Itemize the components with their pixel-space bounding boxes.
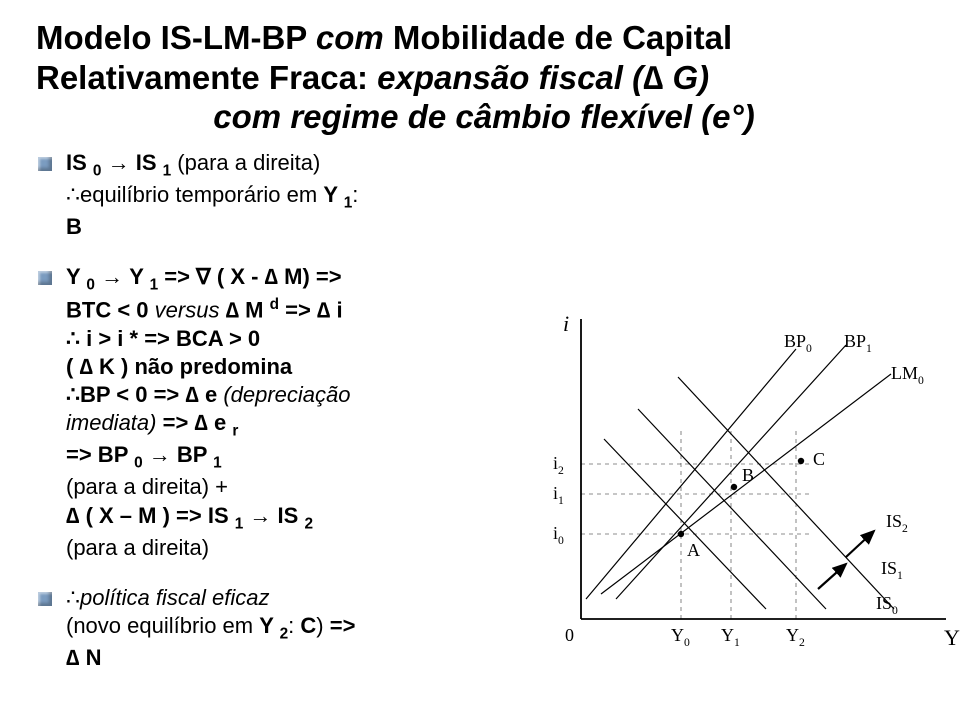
b2-arrow: → (95, 264, 129, 289)
b2-imed: imediata) (66, 410, 156, 435)
b2-l5: ∴BP < 0 => ∆ e (depreciação (66, 381, 506, 409)
b3-colon: : (288, 613, 300, 638)
b2-supd: d (270, 296, 279, 313)
b3-s2: 2 (280, 625, 289, 642)
b1-Y: Y (323, 182, 343, 207)
b2-bp1: BP (177, 442, 213, 467)
title-post: Mobilidade de Capital (393, 19, 732, 56)
b2-arrow3: → (243, 503, 277, 528)
b2-s1: 1 (150, 277, 159, 294)
b1-IS: IS (66, 150, 93, 175)
b1-sub1b: 1 (344, 194, 353, 211)
is-lm-bp-chart: iY0LM0BP0BP1IS0IS1IS2i0i1i2Y0Y1Y2ABC (546, 309, 960, 669)
title3-e: e° (712, 98, 744, 135)
b3-novo: (novo equilíbrio em (66, 613, 259, 638)
svg-text:A: A (687, 540, 700, 560)
b2-s2: 2 (304, 515, 313, 532)
b3-therefore: ∴ (66, 585, 80, 610)
b3-eff: política fiscal eficaz (80, 585, 270, 610)
svg-text:BP1: BP1 (844, 331, 872, 355)
b2-dxm: ∆ ( X – M ) => IS (66, 503, 235, 528)
svg-text:C: C (813, 449, 825, 469)
svg-text:i0: i0 (553, 523, 564, 547)
b2-de: => ∆ e (156, 410, 232, 435)
title2-close: ) (698, 59, 709, 96)
b2-l3: ∴ i > i * => BCA > 0 (66, 325, 506, 353)
title-pre: Modelo IS-LM-BP (36, 19, 316, 56)
b1-line2: ∴equilíbrio temporário em Y 1: (66, 181, 506, 213)
svg-text:i2: i2 (553, 453, 564, 477)
bullet-list: IS 0 → IS 1 (para a direita) ∴equilíbrio… (36, 149, 506, 673)
svg-text:BP0: BP0 (784, 331, 812, 355)
b2-Y1: Y (129, 264, 149, 289)
b1-rest: (para a direita) (171, 150, 320, 175)
b2-Y0: Y (66, 264, 86, 289)
svg-text:0: 0 (565, 625, 574, 645)
b2-bp: ∴BP < 0 => ∆ e (66, 382, 223, 407)
title-conj: com (316, 19, 393, 56)
title3-close: ) (744, 98, 755, 135)
title2-G: G (672, 59, 698, 96)
b1-arrow: → (101, 150, 135, 175)
svg-text:Y: Y (944, 625, 960, 650)
page-title: Modelo IS-LM-BP com Mobilidade de Capita… (36, 18, 932, 137)
b1-eq: ∴equilíbrio temporário em (66, 182, 323, 207)
b2-expr: => ∇ ( X - ∆ M) => (158, 264, 341, 289)
b2-s0b: 0 (134, 455, 143, 472)
b2-sr: r (232, 423, 238, 440)
title3-ital: regime de câmbio flexível ( (290, 98, 712, 135)
b3-C: C (300, 613, 316, 638)
b2-l6: imediata) => ∆ e r (66, 409, 506, 441)
svg-text:IS0: IS0 (876, 593, 898, 617)
b2-is2: IS (278, 503, 305, 528)
b2-l10: (para a direita) (66, 534, 506, 562)
b1-sub1: 1 (163, 162, 172, 179)
svg-text:i1: i1 (553, 483, 564, 507)
svg-text:Y0: Y0 (671, 625, 690, 649)
svg-text:IS1: IS1 (881, 558, 903, 582)
b2-arrow2: → (143, 442, 177, 467)
b2-l9: ∆ ( X – M ) => IS 1 → IS 2 (66, 502, 506, 534)
svg-text:IS2: IS2 (886, 511, 908, 535)
svg-text:Y2: Y2 (786, 625, 805, 649)
b3-Y: Y (259, 613, 279, 638)
b3-l2: (novo equilíbrio em Y 2: C) => (66, 612, 506, 644)
title-line2: Relativamente Fraca: expansão fiscal (∆ … (36, 59, 709, 96)
svg-text:Y1: Y1 (721, 625, 740, 649)
b2-l7: => BP 0 → BP 1 (66, 441, 506, 473)
b1-colon: : (352, 182, 358, 207)
b2-l4: ( ∆ K ) não predomina (66, 353, 506, 381)
svg-text:LM0: LM0 (891, 363, 924, 387)
title3-conj: com (213, 98, 290, 135)
title2-ital: expansão fiscal (∆ (377, 59, 672, 96)
b3-arrow: => (330, 613, 356, 638)
b2-dM: ∆ M (226, 298, 270, 323)
title-line3: com regime de câmbio flexível (e°) (106, 97, 862, 137)
bullet-2: Y 0 → Y 1 => ∇ ( X - ∆ M) => BTC < 0 ver… (36, 263, 506, 562)
b1-IS1: IS (136, 150, 163, 175)
svg-text:i: i (563, 311, 569, 336)
b2-dep: (depreciação (223, 382, 350, 407)
b2-l2: BTC < 0 versus ∆ M d => ∆ i (66, 295, 506, 324)
b2-s1d: 1 (235, 515, 244, 532)
b2-bp0: => BP (66, 442, 134, 467)
title-line1: Modelo IS-LM-BP com Mobilidade de Capita… (36, 19, 732, 56)
b2-versus: versus (155, 298, 226, 323)
bullet-3: ∴política fiscal eficaz (novo equilíbrio… (36, 584, 506, 672)
bullet-1: IS 0 → IS 1 (para a direita) ∴equilíbrio… (36, 149, 506, 241)
b2-s0: 0 (86, 277, 95, 294)
title2-pre: Relativamente Fraca: (36, 59, 377, 96)
svg-text:B: B (742, 465, 754, 485)
b2-s1c: 1 (213, 455, 222, 472)
b2-di: => ∆ i (279, 298, 343, 323)
b2-btc: BTC < 0 (66, 298, 155, 323)
b2-l8: (para a direita) + (66, 473, 506, 501)
b3-d: ) (316, 613, 329, 638)
b3-l3: ∆ N (66, 644, 506, 672)
b1-B: B (66, 213, 506, 241)
